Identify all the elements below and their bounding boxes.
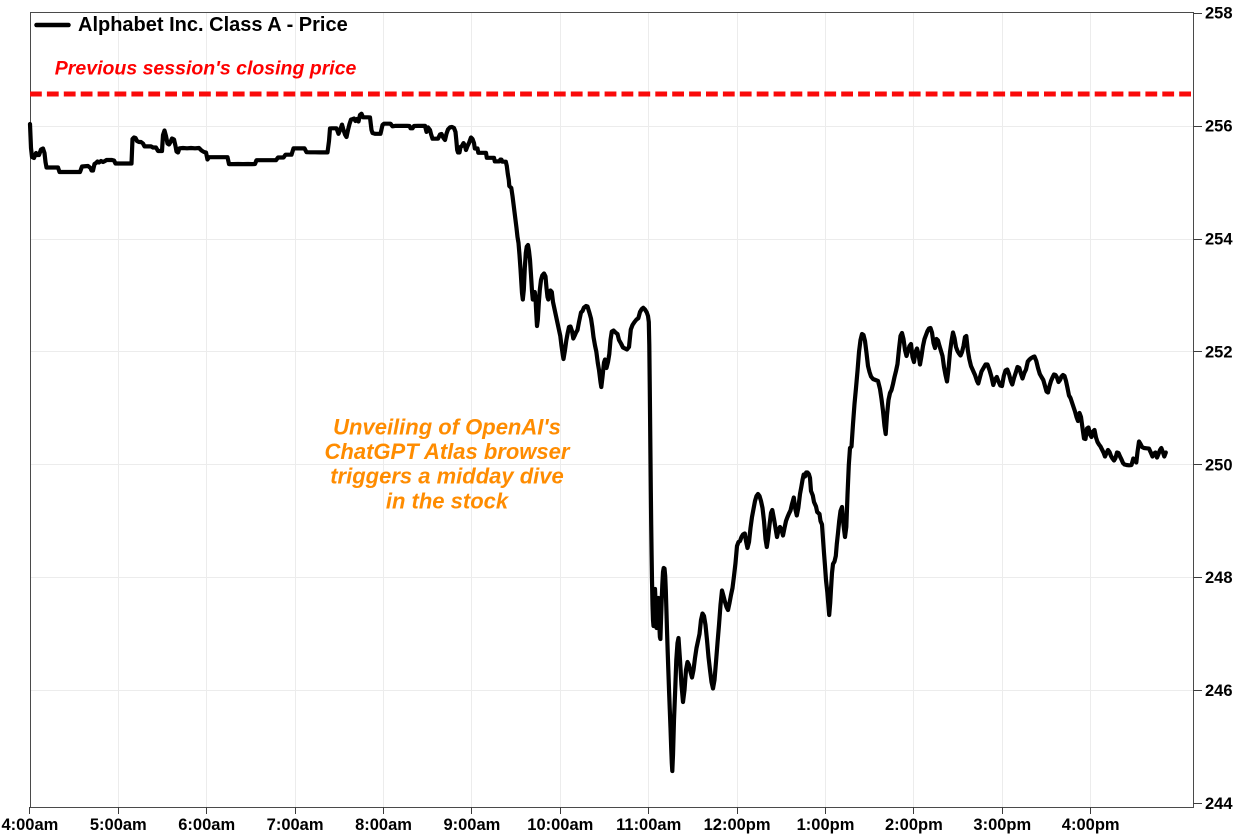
svg-text:Previous session's closing pri: Previous session's closing price xyxy=(55,58,357,80)
svg-text:in the stock: in the stock xyxy=(386,488,510,513)
svg-text:1:00pm: 1:00pm xyxy=(797,816,855,834)
svg-text:11:00am: 11:00am xyxy=(616,816,681,834)
svg-text:3:00pm: 3:00pm xyxy=(973,816,1031,834)
svg-text:256: 256 xyxy=(1205,118,1233,136)
svg-text:10:00am: 10:00am xyxy=(527,816,593,834)
svg-text:triggers a midday dive: triggers a midday dive xyxy=(330,464,564,489)
svg-text:4:00pm: 4:00pm xyxy=(1062,816,1120,834)
svg-text:6:00am: 6:00am xyxy=(178,816,235,834)
svg-text:Unveiling of OpenAI's: Unveiling of OpenAI's xyxy=(333,415,561,440)
svg-text:244: 244 xyxy=(1205,795,1233,813)
svg-text:248: 248 xyxy=(1205,569,1233,587)
svg-text:250: 250 xyxy=(1205,456,1233,474)
svg-text:254: 254 xyxy=(1205,231,1233,249)
svg-text:252: 252 xyxy=(1205,343,1233,361)
svg-text:2:00pm: 2:00pm xyxy=(885,816,943,834)
svg-text:7:00am: 7:00am xyxy=(267,816,324,834)
svg-text:9:00am: 9:00am xyxy=(443,816,500,834)
svg-text:246: 246 xyxy=(1205,682,1233,700)
svg-text:4:00am: 4:00am xyxy=(1,816,58,834)
svg-text:5:00am: 5:00am xyxy=(90,816,147,834)
svg-text:ChatGPT Atlas browser: ChatGPT Atlas browser xyxy=(325,439,571,464)
svg-text:Alphabet Inc. Class A - Price: Alphabet Inc. Class A - Price xyxy=(78,14,348,36)
svg-text:12:00pm: 12:00pm xyxy=(704,816,771,834)
svg-text:8:00am: 8:00am xyxy=(355,816,412,834)
svg-text:258: 258 xyxy=(1205,5,1233,23)
